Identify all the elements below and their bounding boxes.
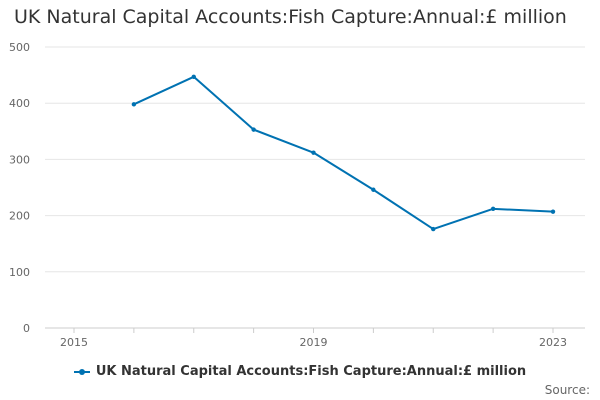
y-tick-label: 400 xyxy=(9,97,30,110)
data-point xyxy=(431,226,436,232)
data-point xyxy=(371,187,376,192)
x-axis-tick-labels: 2015 2019 2023 xyxy=(60,336,567,349)
gridlines xyxy=(45,46,585,273)
y-axis-tick-labels: 0 100 200 300 400 500 xyxy=(9,41,30,335)
data-point xyxy=(191,74,196,79)
x-tick-label: 2019 xyxy=(300,336,328,349)
legend-marker xyxy=(73,368,90,375)
data-point xyxy=(550,209,556,214)
x-axis xyxy=(45,327,585,333)
x-tick-label: 2015 xyxy=(60,336,88,349)
y-tick-label: 200 xyxy=(9,210,30,223)
data-point xyxy=(131,102,137,107)
source-label: Source: xyxy=(544,383,590,397)
series-line xyxy=(133,75,554,231)
series-layer xyxy=(131,74,556,232)
y-tick-label: 500 xyxy=(9,41,30,54)
legend-label: UK Natural Capital Accounts:Fish Capture… xyxy=(95,364,527,379)
chart-title: UK Natural Capital Accounts:Fish Capture… xyxy=(14,6,567,28)
x-tick-label: 2023 xyxy=(539,336,567,349)
data-point xyxy=(311,150,316,155)
data-point xyxy=(490,206,496,212)
data-point xyxy=(251,127,256,132)
legend: UK Natural Capital Accounts:Fish Capture… xyxy=(0,364,600,379)
y-tick-label: 100 xyxy=(9,266,30,279)
y-tick-label: 0 xyxy=(23,322,30,335)
y-tick-label: 300 xyxy=(9,153,30,166)
